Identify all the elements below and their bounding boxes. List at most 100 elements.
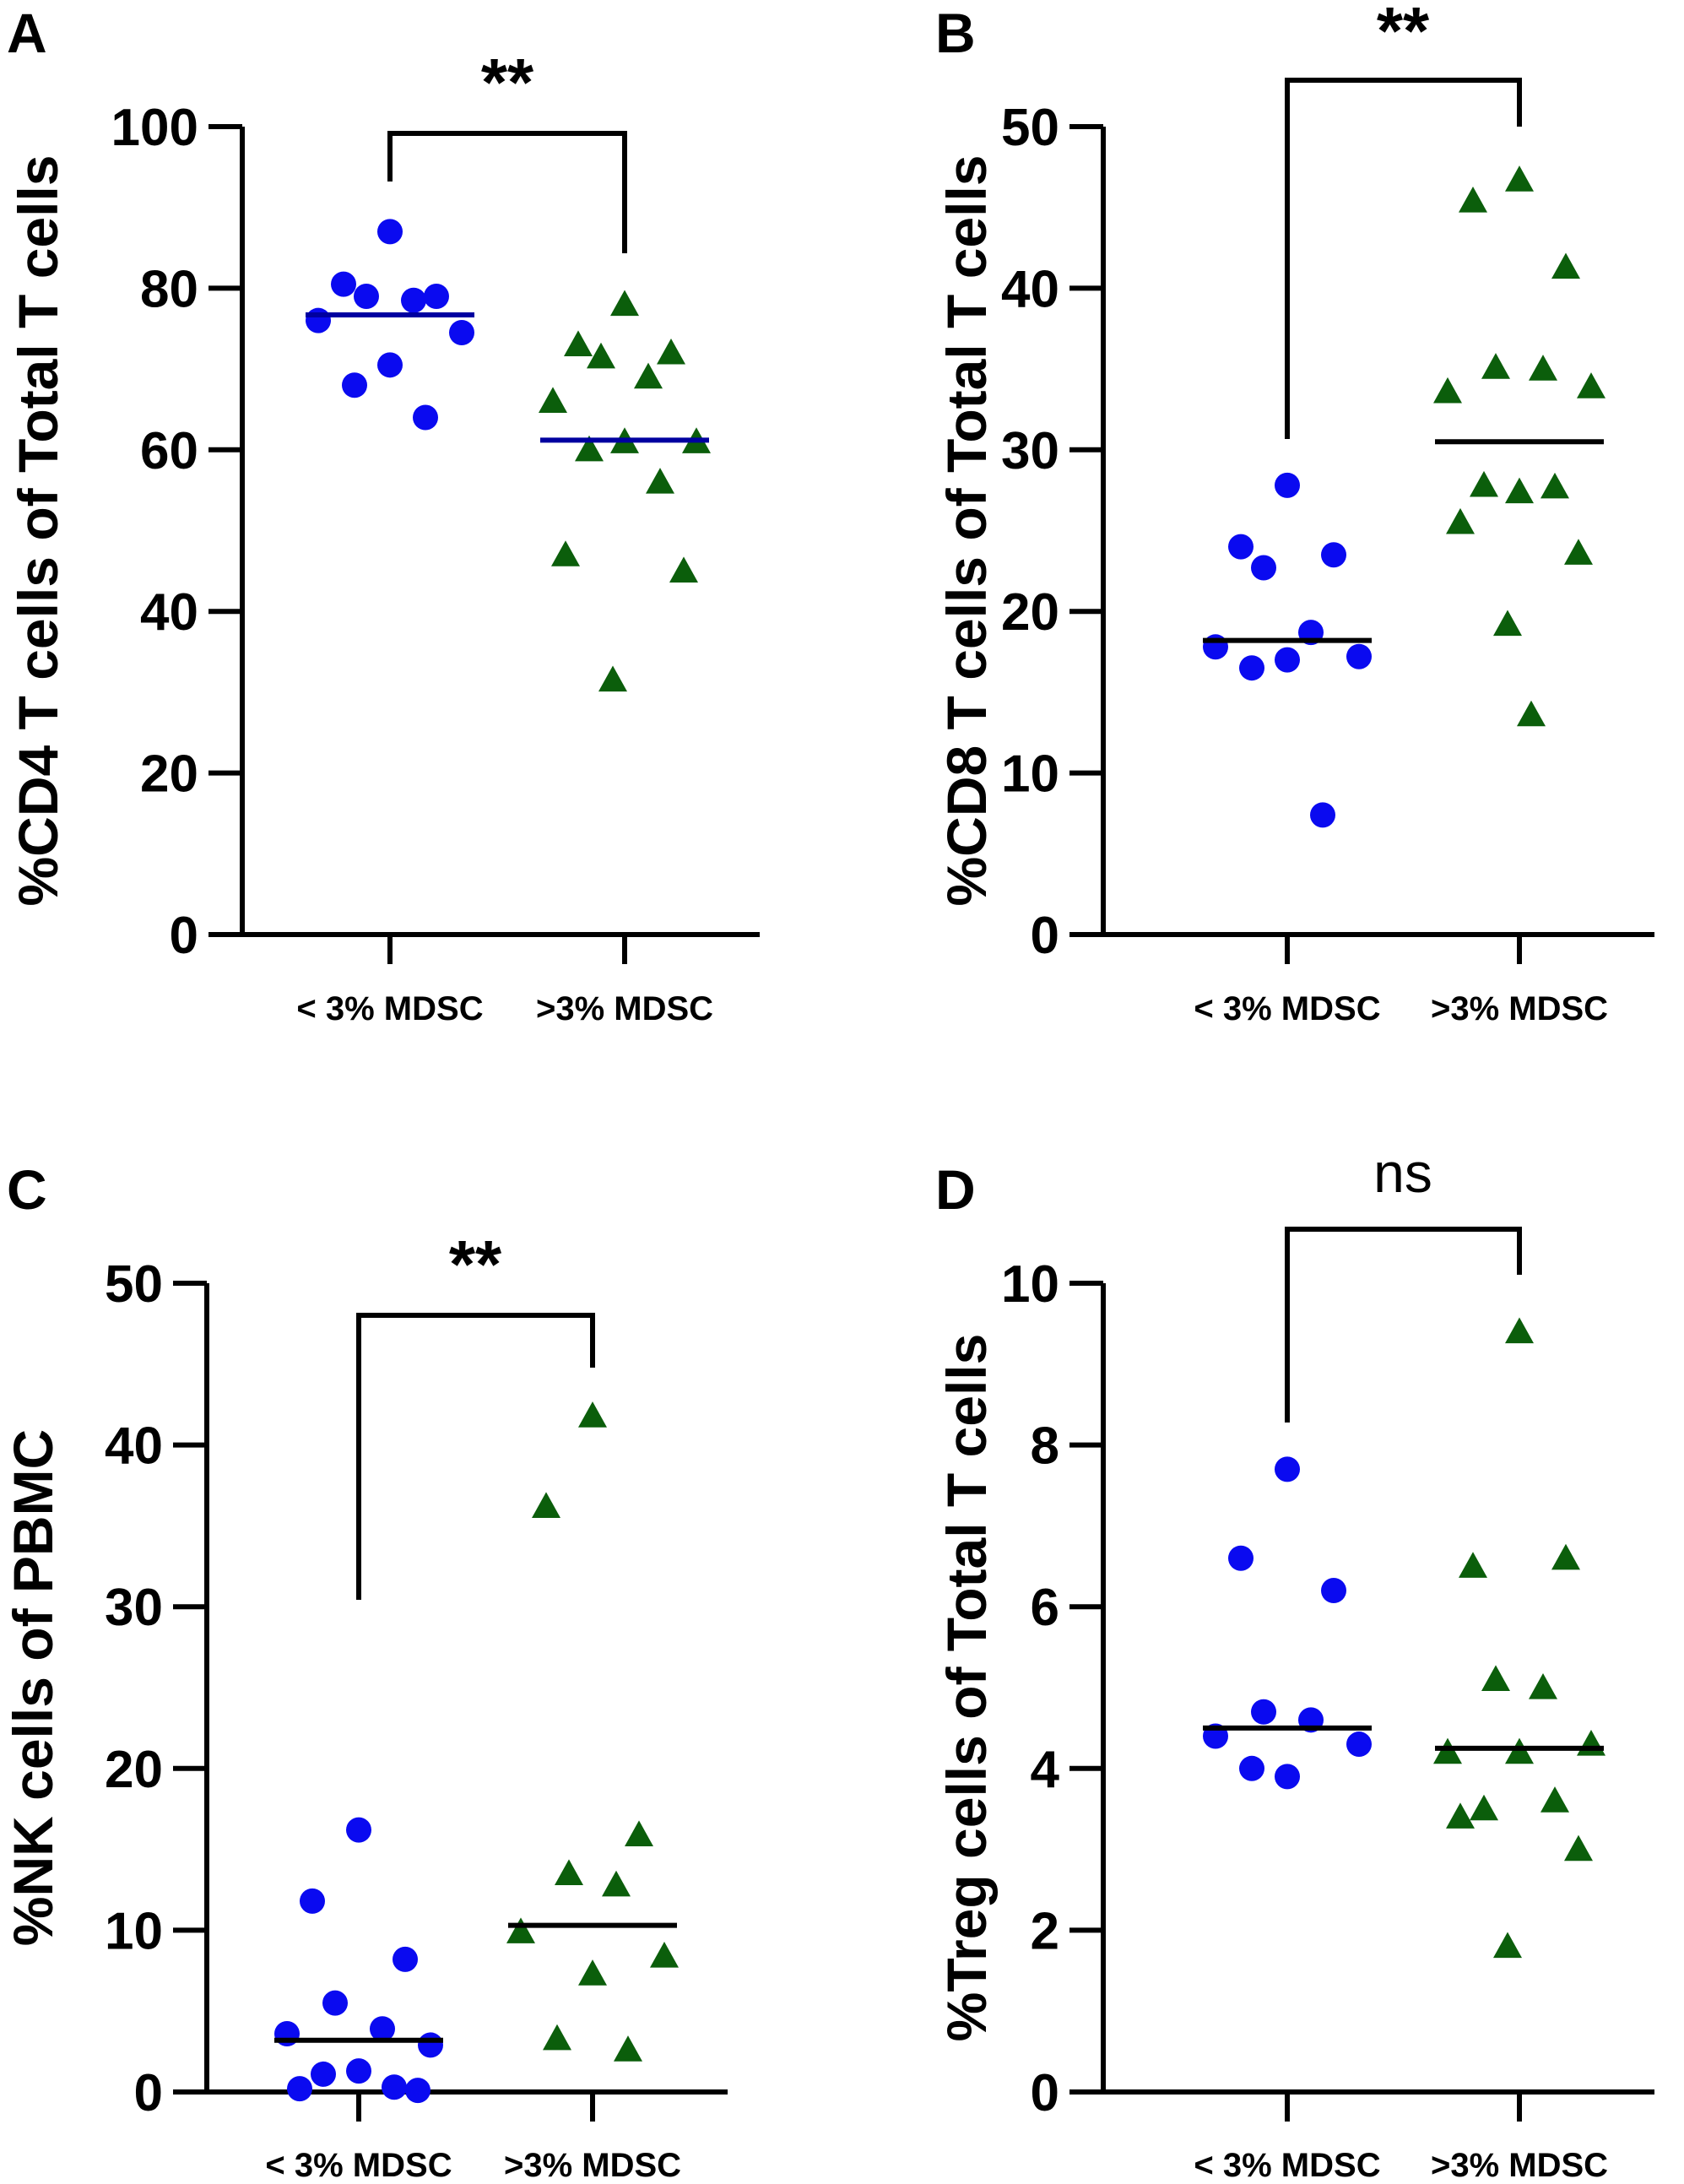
y-tick-label: 20 <box>140 745 198 804</box>
significance-bracket <box>1285 1227 1522 1423</box>
data-point-circle <box>354 283 379 309</box>
data-point-circle <box>1275 1764 1300 1790</box>
data-point-circle <box>393 1946 418 1972</box>
panel-A: A 0 20 40 60 80 100 %CD4 T cells of Total T cel… <box>7 2 760 1027</box>
data-point-triangle <box>564 330 593 356</box>
significance-label: ** <box>481 45 534 120</box>
x-category-label: < 3% MDSC <box>296 990 483 1027</box>
data-point-triangle <box>551 540 580 566</box>
y-tick-label: 10 <box>105 1902 163 1960</box>
y-tick-label: 100 <box>111 99 198 157</box>
y-tick-label: 50 <box>1001 99 1059 157</box>
significance-bracket <box>1285 78 1522 439</box>
data-point-circle <box>342 372 367 398</box>
panel-letter: B <box>935 2 976 64</box>
data-point-triangle <box>532 1492 560 1519</box>
data-point-triangle <box>1564 539 1593 565</box>
y-tick-label: 40 <box>1001 260 1059 318</box>
y-axis-title: %CD4 T cells of Total T cells <box>7 154 69 906</box>
x-category-label: < 3% MDSC <box>1194 990 1380 1027</box>
data-point-circle <box>401 287 426 313</box>
data-point-circle <box>346 1817 371 1843</box>
data-point-circle <box>424 283 449 309</box>
data-point-triangle <box>1459 187 1487 213</box>
data-point-circle <box>1275 472 1300 498</box>
x-category-label: >3% MDSC <box>504 2147 681 2184</box>
data-point-triangle <box>1493 1932 1522 1959</box>
x-category-label: < 3% MDSC <box>1194 2147 1380 2184</box>
data-point-circle <box>370 2016 395 2042</box>
panel-letter: A <box>7 2 47 64</box>
data-point-triangle <box>1470 1794 1498 1821</box>
data-point-triangle <box>1493 610 1522 637</box>
data-point-triangle <box>1505 477 1534 504</box>
data-point-circle <box>377 352 403 378</box>
data-point-triangle <box>1541 1786 1569 1813</box>
data-point-circle <box>287 2076 312 2102</box>
significance-bracket <box>387 131 627 253</box>
data-point-circle <box>405 2078 430 2104</box>
y-tick-label: 0 <box>1031 907 1059 965</box>
y-tick-label: 2 <box>1031 1902 1059 1960</box>
panel-C: C 0 10 20 30 40 50 %NK cells of PBMC < 3% MDSC >3… <box>2 1158 728 2184</box>
y-tick-label: 0 <box>1031 2064 1059 2122</box>
data-point-triangle <box>555 1859 583 1885</box>
y-tick-label: 10 <box>1001 1255 1059 1314</box>
significance-label: ns <box>1373 1141 1432 1204</box>
data-point-circle <box>1228 1545 1254 1571</box>
data-point-triangle <box>646 468 674 494</box>
data-point-circle <box>1275 1456 1300 1482</box>
y-tick-label: 0 <box>134 2064 163 2122</box>
y-tick-label: 6 <box>1031 1579 1059 1637</box>
panel-D: D 0 2 4 6 8 10%Treg cells of Total T cells < 3%… <box>935 1141 1654 2184</box>
data-point-circle <box>331 271 356 297</box>
data-point-triangle <box>543 2024 571 2051</box>
data-point-triangle <box>578 1401 607 1428</box>
x-category-label: >3% MDSC <box>1431 2147 1608 2184</box>
data-point-circle <box>1239 1755 1264 1781</box>
y-tick-label: 50 <box>105 1255 163 1314</box>
data-point-triangle <box>1564 1834 1593 1862</box>
data-point-circle <box>377 219 403 245</box>
y-tick-label: 40 <box>140 583 198 642</box>
data-point-triangle <box>1529 1673 1557 1699</box>
data-point-triangle <box>1481 1665 1510 1692</box>
data-point-triangle <box>598 665 627 692</box>
y-tick-label: 20 <box>1001 583 1059 642</box>
data-point-triangle <box>614 2035 642 2062</box>
y-tick-label: 30 <box>1001 422 1059 480</box>
data-point-circle <box>418 2032 443 2058</box>
y-tick-label: 0 <box>170 907 198 965</box>
data-point-triangle <box>602 1870 631 1897</box>
data-point-triangle <box>578 1959 607 1986</box>
data-point-triangle <box>1481 353 1510 379</box>
data-point-triangle <box>634 362 663 389</box>
y-axis-title: %Treg cells of Total T cells <box>935 1334 998 2042</box>
data-point-triangle <box>1505 1737 1534 1764</box>
data-point-triangle <box>657 338 685 365</box>
y-tick-label: 10 <box>1001 745 1059 804</box>
data-point-triangle <box>1505 165 1534 192</box>
data-point-triangle <box>1446 1802 1475 1829</box>
data-point-circle <box>306 307 331 333</box>
y-axis-title: %NK cells of PBMC <box>2 1429 64 1946</box>
y-axis-title: %CD8 T cells of Total T cells <box>935 154 998 906</box>
significance-label: ** <box>449 1227 502 1302</box>
data-point-triangle <box>1577 1730 1605 1756</box>
panel-letter: D <box>935 1158 976 1221</box>
y-tick-label: 60 <box>140 422 198 480</box>
y-tick-label: 40 <box>105 1417 163 1476</box>
y-tick-label: 20 <box>105 1741 163 1799</box>
x-category-label: >3% MDSC <box>1431 990 1608 1027</box>
y-tick-label: 30 <box>105 1579 163 1637</box>
data-point-circle <box>1310 802 1335 828</box>
y-tick-label: 80 <box>140 260 198 318</box>
data-point-triangle <box>1433 1737 1462 1764</box>
data-point-triangle <box>1505 1317 1534 1344</box>
data-point-circle <box>1321 1578 1346 1604</box>
data-point-triangle <box>1577 372 1605 398</box>
data-point-triangle <box>1459 1552 1487 1578</box>
data-point-circle <box>413 404 438 431</box>
x-category-label: < 3% MDSC <box>265 2147 452 2184</box>
